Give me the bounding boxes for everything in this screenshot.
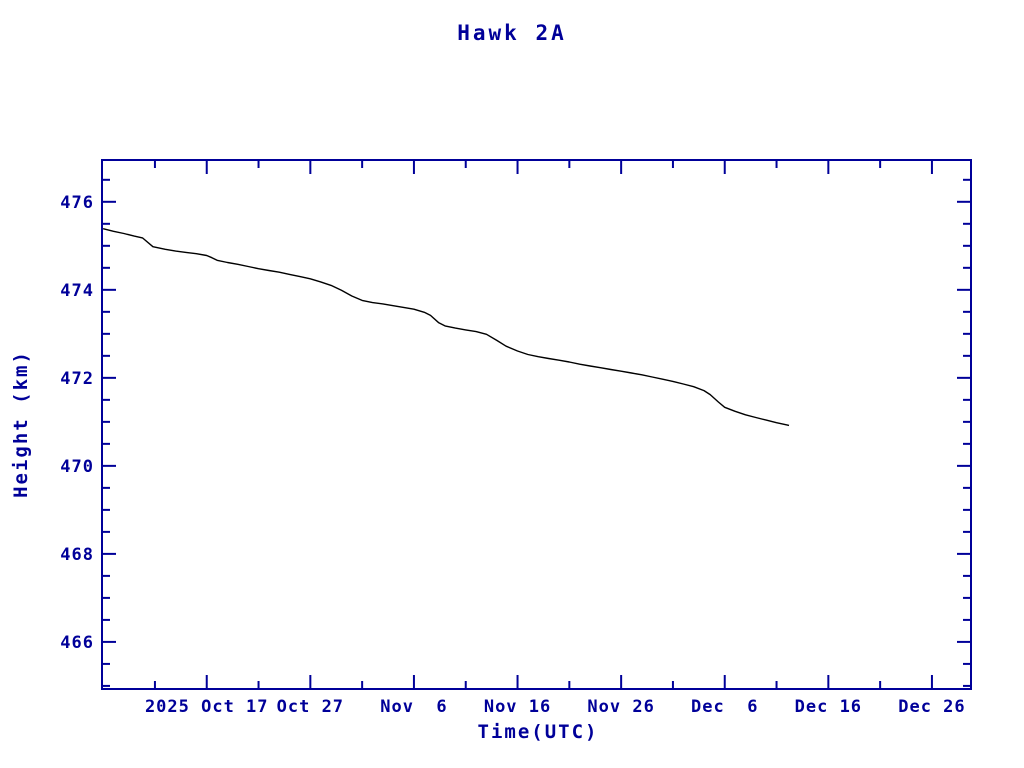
y-tick-label: 468 xyxy=(60,545,94,565)
y-tick-label: 476 xyxy=(60,193,94,213)
x-tick-label: Nov 16 xyxy=(484,697,551,717)
y-tick-label: 472 xyxy=(60,369,94,389)
plot-frame xyxy=(101,159,972,690)
x-tick-label: Dec 6 xyxy=(691,697,758,717)
y-tick-label: 466 xyxy=(60,633,94,653)
x-tick-label: Nov 6 xyxy=(380,697,447,717)
y-tick-label: 474 xyxy=(60,281,94,301)
y-tick-label: 470 xyxy=(60,457,94,477)
y-axis-label: Height (km) xyxy=(10,350,32,498)
x-tick-label: Oct 27 xyxy=(277,697,344,717)
x-axis-label: Time(UTC) xyxy=(478,721,599,743)
plot-area: 2025 Oct 17 Oct 27 Nov 6 Nov 16 Nov 26 Dec 6 D… xyxy=(60,159,972,717)
chart-title: Hawk 2A xyxy=(457,21,567,45)
x-tick-label: Nov 26 xyxy=(587,697,654,717)
x-tick-label: Dec 26 xyxy=(898,697,965,717)
x-tick-label: 2025 Oct 17 xyxy=(145,697,269,717)
x-tick-label: Dec 16 xyxy=(795,697,862,717)
data-line-height_km xyxy=(102,228,790,427)
